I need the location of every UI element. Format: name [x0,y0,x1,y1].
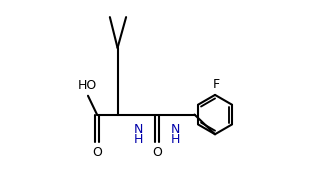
Text: F: F [212,78,219,91]
Text: HO: HO [78,79,97,92]
Text: N: N [133,123,143,136]
Text: O: O [92,146,102,159]
Text: O: O [152,146,162,159]
Text: H: H [133,133,143,146]
Text: N: N [171,123,180,136]
Text: H: H [171,133,180,146]
